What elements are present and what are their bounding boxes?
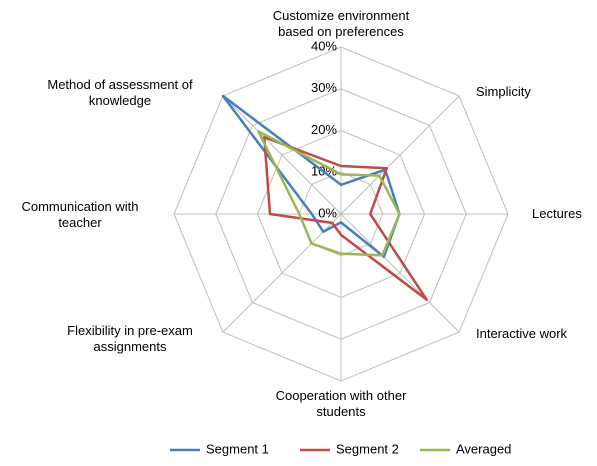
spoke bbox=[222, 213, 342, 333]
category-label: Interactive work bbox=[476, 326, 568, 341]
spoke bbox=[340, 213, 460, 333]
category-label: Communication with teacher bbox=[21, 199, 139, 230]
tick-label: 30% bbox=[311, 80, 337, 95]
category-label: Lectures bbox=[532, 206, 582, 221]
category-label: Flexibility in pre-exam assignments bbox=[67, 323, 193, 354]
spoke bbox=[340, 95, 460, 215]
tick-label: 40% bbox=[311, 38, 337, 53]
tick-label: 20% bbox=[311, 122, 337, 137]
legend-label: Averaged bbox=[456, 441, 511, 456]
tick-label: 0% bbox=[318, 205, 337, 220]
category-label: Simplicity bbox=[476, 84, 531, 99]
category-label: Method of assessment of knowledge bbox=[47, 77, 193, 108]
category-label: Customize environment based on preferenc… bbox=[272, 8, 410, 39]
legend-label: Segment 1 bbox=[206, 441, 269, 456]
series-line bbox=[221, 94, 401, 259]
series-line bbox=[262, 135, 428, 301]
series-line bbox=[257, 130, 401, 257]
legend-label: Segment 2 bbox=[336, 441, 399, 456]
category-label: Cooperation with other students bbox=[275, 388, 407, 419]
spoke bbox=[222, 95, 342, 215]
